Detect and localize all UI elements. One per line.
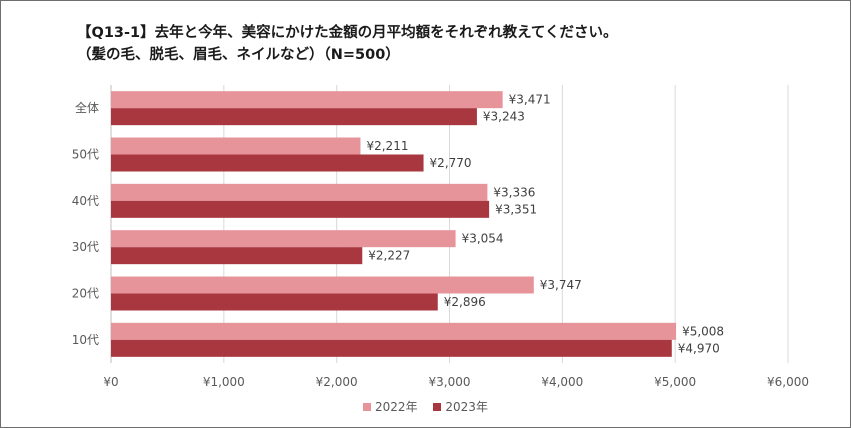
category-label: 50代 xyxy=(72,148,99,162)
x-tick-label: ¥4,000 xyxy=(541,375,583,389)
title-line-1: 【Q13-1】去年と今年、美容にかけた金額の月平均額をそれぞれ教えてください。 xyxy=(77,25,618,41)
bar xyxy=(111,91,503,109)
bar xyxy=(111,339,672,357)
bar xyxy=(111,276,534,294)
bar xyxy=(111,322,677,340)
data-label: ¥5,008 xyxy=(682,324,724,338)
x-tick-label: ¥2,000 xyxy=(316,375,358,389)
x-tick-label: ¥0 xyxy=(103,375,118,389)
bar xyxy=(111,230,456,248)
legend-swatch-2022 xyxy=(363,403,372,411)
category-label: 40代 xyxy=(72,194,99,208)
data-label: ¥3,351 xyxy=(495,202,537,216)
bar xyxy=(111,108,477,126)
title-line-2: （髪の毛、脱毛、眉毛、ネイルなど）（N=500） xyxy=(77,47,400,63)
data-label: ¥3,747 xyxy=(540,278,582,292)
bar xyxy=(111,183,488,201)
data-label: ¥4,970 xyxy=(678,341,720,355)
legend-label-2023: 2023年 xyxy=(445,400,488,414)
data-label: ¥3,054 xyxy=(462,232,504,246)
bar xyxy=(111,154,424,172)
data-label: ¥3,336 xyxy=(493,185,535,199)
data-label: ¥2,227 xyxy=(368,249,410,263)
chart-title: 【Q13-1】去年と今年、美容にかけた金額の月平均額をそれぞれ教えてください。 … xyxy=(77,22,617,66)
bar xyxy=(111,137,361,155)
x-tick-label: ¥5,000 xyxy=(654,375,696,389)
category-label: 10代 xyxy=(72,333,99,347)
data-label: ¥2,211 xyxy=(366,139,408,153)
data-label: ¥2,770 xyxy=(430,156,472,170)
legend: 2022年 2023年 xyxy=(0,398,851,415)
category-label: 30代 xyxy=(72,240,99,254)
data-label: ¥3,243 xyxy=(483,110,525,124)
x-tick-label: ¥3,000 xyxy=(429,375,471,389)
legend-item-2023: 2023年 xyxy=(433,398,488,415)
x-tick-label: ¥6,000 xyxy=(767,375,809,389)
legend-label-2022: 2022年 xyxy=(375,400,418,414)
category-label: 全体 xyxy=(75,100,99,115)
data-label: ¥3,471 xyxy=(509,93,551,107)
bar xyxy=(111,293,438,311)
data-label: ¥2,896 xyxy=(444,295,486,309)
category-label: 20代 xyxy=(72,287,99,301)
legend-swatch-2023 xyxy=(433,403,442,411)
x-tick-label: ¥1,000 xyxy=(203,375,245,389)
bar xyxy=(111,247,363,265)
legend-item-2022: 2022年 xyxy=(363,398,418,415)
bar xyxy=(111,200,490,218)
